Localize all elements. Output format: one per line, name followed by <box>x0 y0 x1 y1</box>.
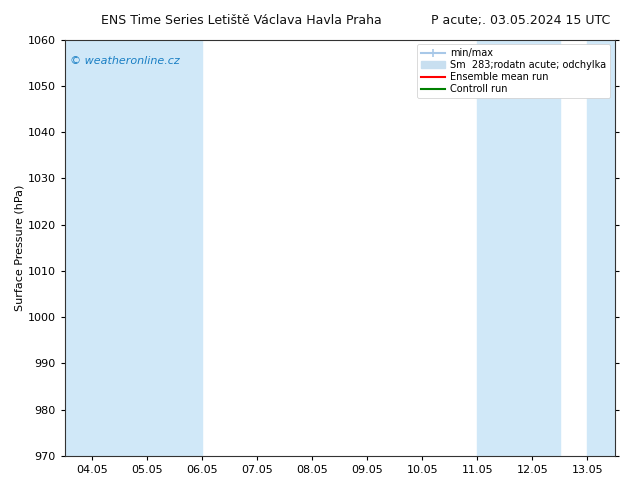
Bar <box>65 40 202 456</box>
Text: P acute;. 03.05.2024 15 UTC: P acute;. 03.05.2024 15 UTC <box>431 14 611 27</box>
Y-axis label: Surface Pressure (hPa): Surface Pressure (hPa) <box>15 185 25 311</box>
Legend: min/max, Sm  283;rodatn acute; odchylka, Ensemble mean run, Controll run: min/max, Sm 283;rodatn acute; odchylka, … <box>417 45 610 98</box>
Bar <box>587 40 615 456</box>
Text: ENS Time Series Letiště Václava Havla Praha: ENS Time Series Letiště Václava Havla Pr… <box>101 14 381 27</box>
Text: © weatheronline.cz: © weatheronline.cz <box>70 56 180 66</box>
Bar <box>477 40 560 456</box>
